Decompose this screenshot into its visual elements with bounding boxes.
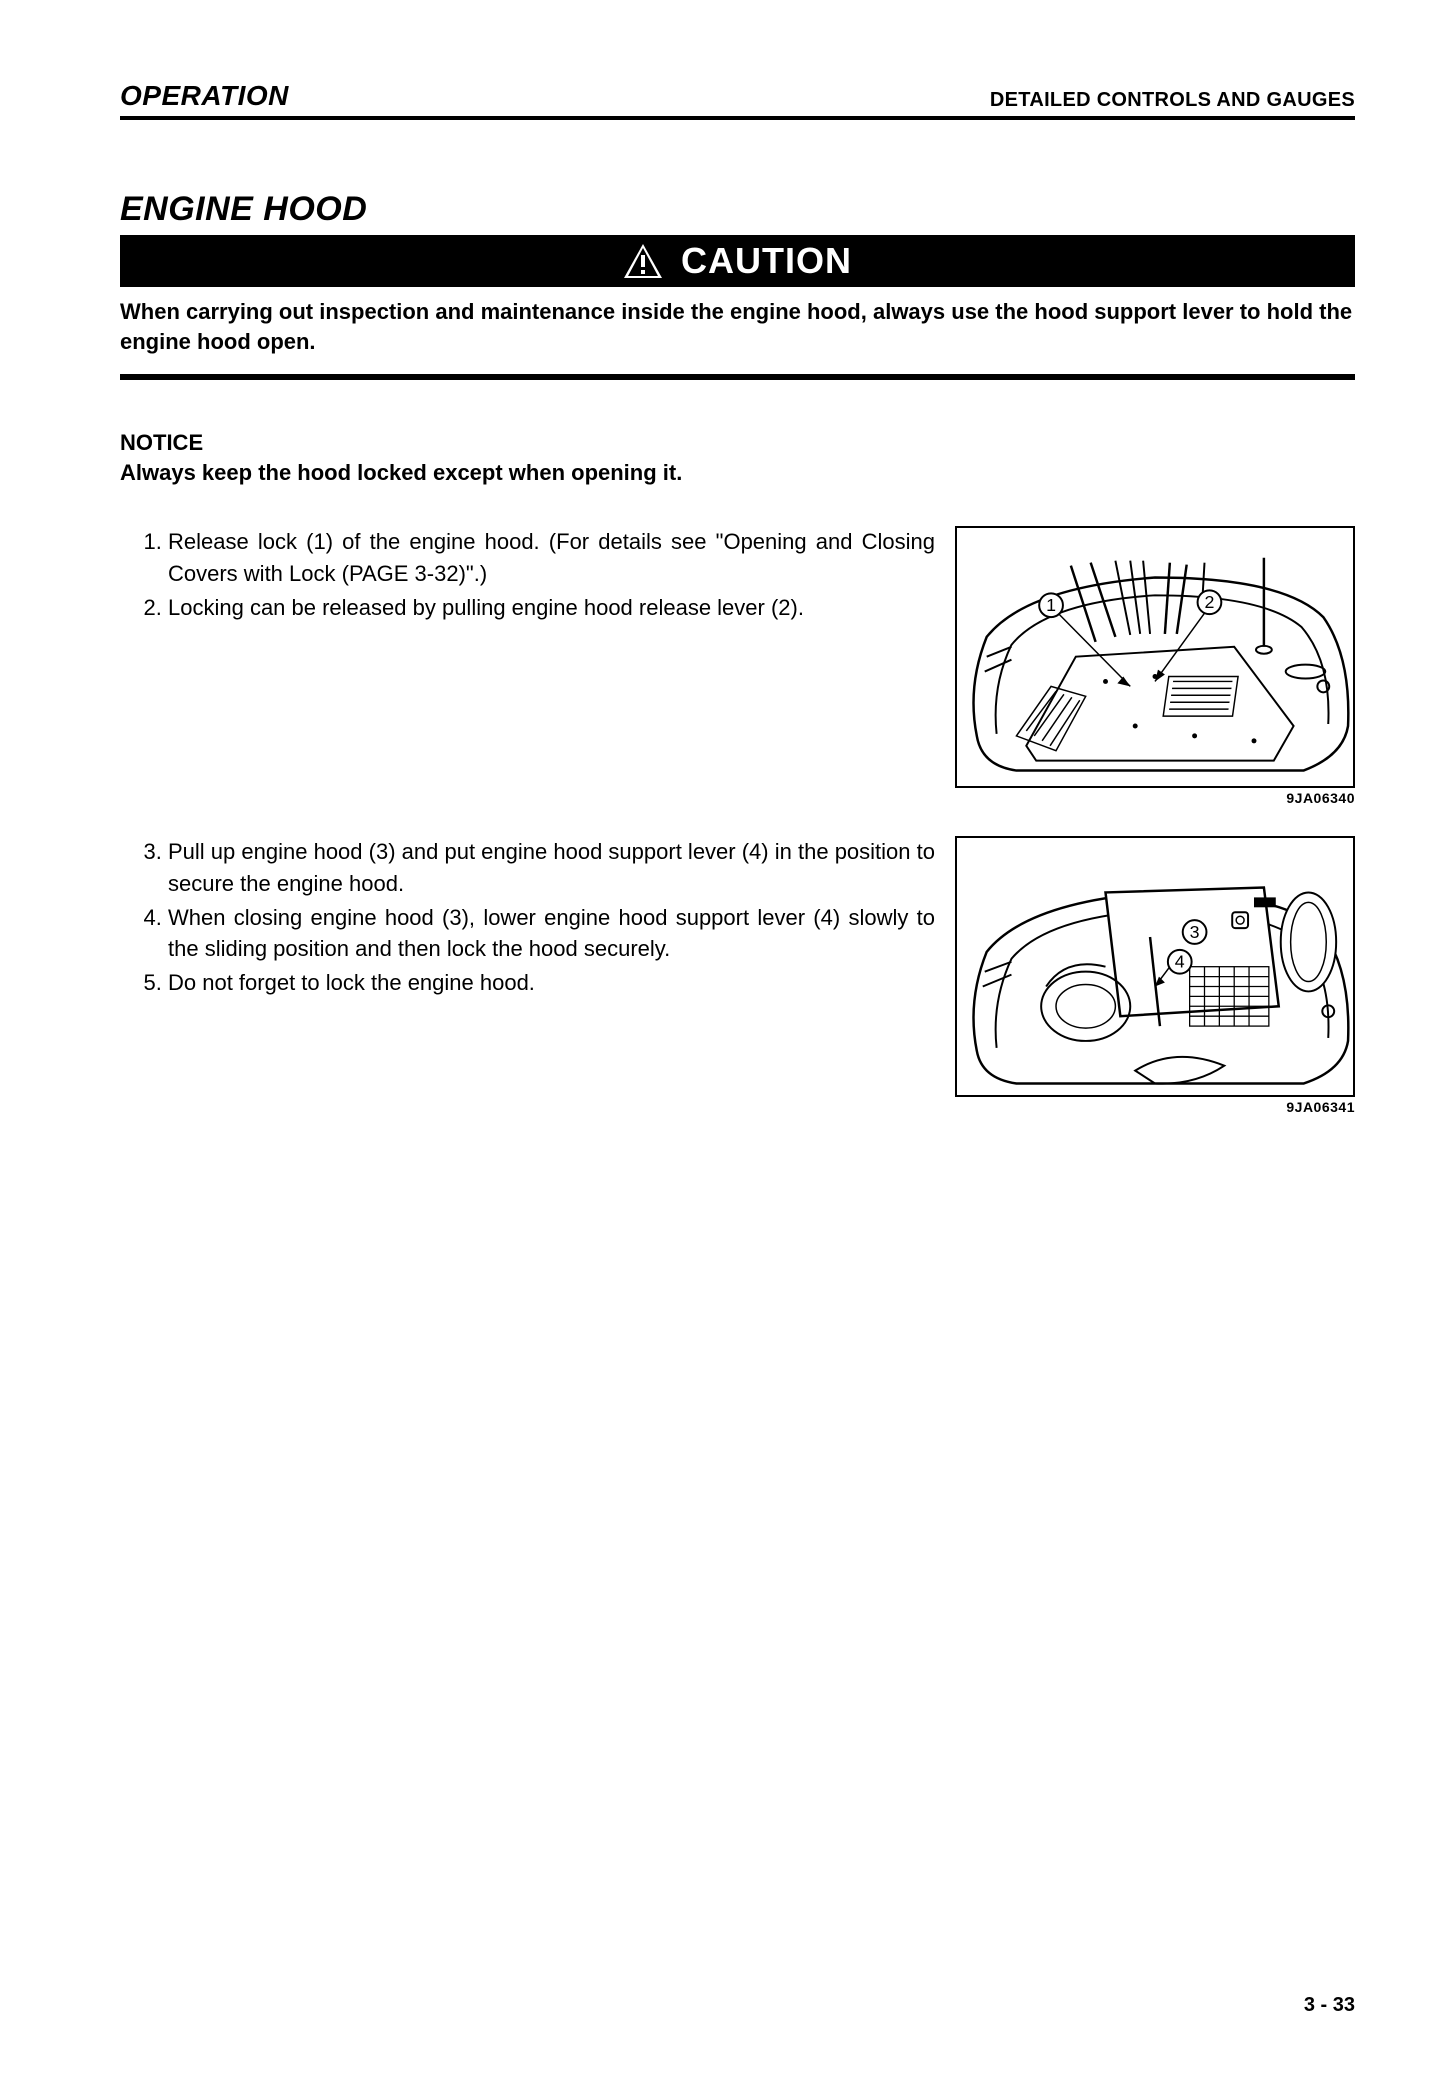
step-item: Locking can be released by pulling engin…: [168, 592, 935, 624]
caution-bar: CAUTION: [120, 235, 1355, 287]
figure-2: 3 4 9JA06341: [955, 836, 1355, 1115]
manual-page: OPERATION DETAILED CONTROLS AND GAUGES E…: [0, 0, 1445, 2077]
callout-2-label: 2: [1204, 593, 1214, 613]
callout-3-label: 3: [1190, 922, 1200, 942]
page-number: 3 - 33: [1304, 1994, 1355, 2017]
figure-2-box: 3 4: [955, 836, 1355, 1097]
caution-label: CAUTION: [681, 240, 852, 282]
engine-hood-diagram-1: 1 2: [957, 528, 1353, 785]
step-item: Do not forget to lock the engine hood.: [168, 967, 935, 999]
figure-2-id: 9JA06341: [955, 1099, 1355, 1115]
header-left: OPERATION: [120, 80, 289, 112]
row-block-1: Release lock (1) of the engine hood. (Fo…: [120, 526, 1355, 805]
figure-1-id: 9JA06340: [955, 790, 1355, 806]
figure-1-box: 1 2: [955, 526, 1355, 787]
row-block-2: Pull up engine hood (3) and put engine h…: [120, 836, 1355, 1115]
notice-heading: NOTICE: [120, 430, 1355, 456]
figure-1: 1 2 9JA06340: [955, 526, 1355, 805]
page-header: OPERATION DETAILED CONTROLS AND GAUGES: [120, 80, 1355, 120]
step-item: When closing engine hood (3), lower engi…: [168, 902, 935, 966]
steps-group-b: Pull up engine hood (3) and put engine h…: [120, 836, 935, 1001]
warning-triangle-icon: [623, 243, 663, 279]
engine-hood-diagram-2: 3 4: [957, 838, 1353, 1095]
header-right: DETAILED CONTROLS AND GAUGES: [990, 89, 1355, 112]
notice-block: NOTICE Always keep the hood locked excep…: [120, 430, 1355, 486]
step-item: Release lock (1) of the engine hood. (Fo…: [168, 526, 935, 590]
notice-text: Always keep the hood locked except when …: [120, 460, 1355, 486]
caution-body: When carrying out inspection and mainten…: [120, 297, 1355, 380]
callout-1-label: 1: [1046, 596, 1056, 616]
callout-4-label: 4: [1175, 951, 1185, 971]
section-title: ENGINE HOOD: [120, 190, 1355, 229]
steps-group-a: Release lock (1) of the engine hood. (Fo…: [120, 526, 935, 626]
step-item: Pull up engine hood (3) and put engine h…: [168, 836, 935, 900]
